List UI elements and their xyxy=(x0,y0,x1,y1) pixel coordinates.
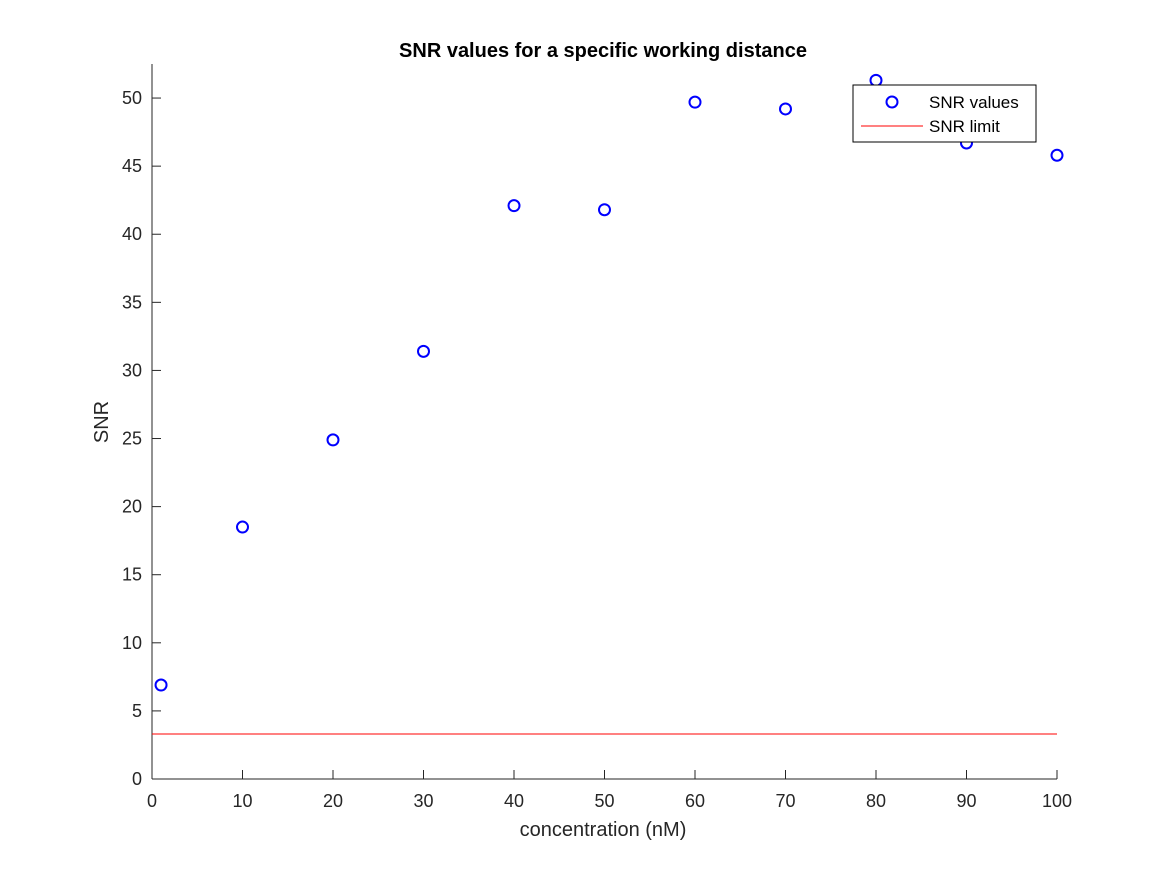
x-tick-label: 40 xyxy=(504,791,524,811)
x-tick-label: 70 xyxy=(775,791,795,811)
x-axis-label: concentration (nM) xyxy=(520,819,687,841)
y-tick-label: 20 xyxy=(122,497,142,517)
x-tick-label: 50 xyxy=(594,791,614,811)
plot-area: 0 10 20 30 40 50 60 70 80 90 100 0 5 10 15 20 25 30 35 40 45… xyxy=(122,64,1072,811)
snr-value-point xyxy=(779,102,792,116)
x-tick-label: 100 xyxy=(1042,791,1072,811)
snr-value-point xyxy=(236,520,249,534)
x-tick-label: 60 xyxy=(685,791,705,811)
legend-box xyxy=(852,84,1037,143)
snr-value-point xyxy=(598,203,611,217)
snr-value-point xyxy=(326,433,340,447)
y-tick-label: 45 xyxy=(122,156,142,176)
y-tick-label: 10 xyxy=(122,633,142,653)
y-tick-label: 50 xyxy=(122,88,142,108)
y-tick-label: 0 xyxy=(132,769,142,789)
y-tick-label: 25 xyxy=(122,429,142,449)
y-tick-label: 40 xyxy=(122,224,142,244)
y-tick-label: 35 xyxy=(122,292,142,312)
snr-value-point xyxy=(688,95,702,109)
snr-value-point xyxy=(417,344,430,358)
x-tick-label: 30 xyxy=(413,791,433,811)
x-tick-label: 0 xyxy=(147,791,157,811)
snr-value-point xyxy=(154,678,168,692)
legend-label: SNR values xyxy=(929,93,1019,112)
x-tick-label: 20 xyxy=(323,791,343,811)
y-tick-label: 5 xyxy=(132,701,142,721)
legend: SNR values SNR limit xyxy=(852,84,1037,143)
legend-marker-swatch xyxy=(885,95,899,109)
x-tick-label: 10 xyxy=(232,791,252,811)
y-tick-label: 30 xyxy=(122,360,142,380)
snr-value-point xyxy=(869,73,883,87)
snr-value-point xyxy=(507,199,521,213)
x-tick-label: 80 xyxy=(866,791,886,811)
snr-value-point xyxy=(1050,148,1064,162)
chart-title: SNR values for a specific working distan… xyxy=(399,40,807,62)
x-tick-label: 90 xyxy=(956,791,976,811)
y-axis-label: SNR xyxy=(91,401,113,443)
y-tick-label: 15 xyxy=(122,565,142,585)
legend-label: SNR limit xyxy=(929,117,1000,136)
